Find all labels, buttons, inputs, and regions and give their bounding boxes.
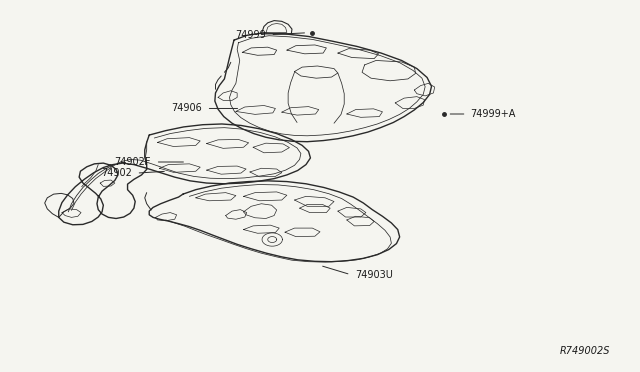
Text: 74999: 74999 <box>235 30 266 40</box>
Text: 74903U: 74903U <box>355 270 393 280</box>
Polygon shape <box>45 193 74 217</box>
Polygon shape <box>59 124 310 225</box>
Text: 74902F: 74902F <box>115 157 151 167</box>
Text: 74902: 74902 <box>101 168 132 178</box>
Text: 74999+A: 74999+A <box>470 109 515 119</box>
Text: R749002S: R749002S <box>559 346 610 356</box>
Polygon shape <box>261 20 292 34</box>
Polygon shape <box>149 181 399 262</box>
Polygon shape <box>215 33 431 142</box>
Text: 74906: 74906 <box>172 103 202 113</box>
